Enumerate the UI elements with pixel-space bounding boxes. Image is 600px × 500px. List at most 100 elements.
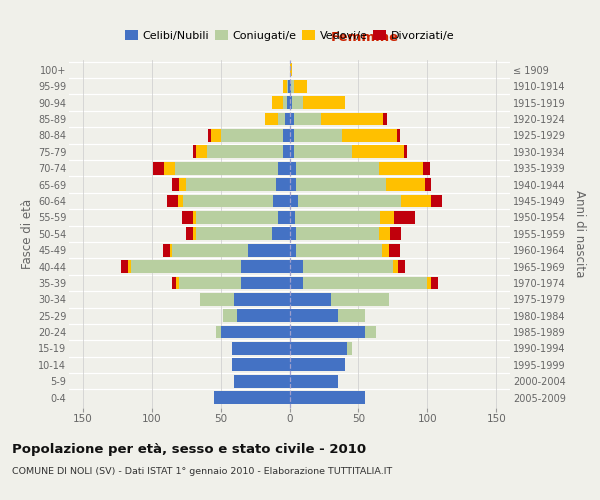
- Bar: [290, 260, 303, 273]
- Bar: [389, 244, 400, 256]
- Bar: [290, 244, 296, 256]
- Bar: [207, 146, 283, 158]
- Bar: [208, 129, 211, 142]
- Bar: [290, 129, 293, 142]
- Bar: [272, 96, 283, 109]
- Bar: [290, 358, 344, 372]
- Y-axis label: Fasce di età: Fasce di età: [20, 198, 34, 269]
- Bar: [248, 244, 290, 256]
- Bar: [153, 162, 164, 174]
- Bar: [296, 178, 386, 191]
- Bar: [121, 260, 128, 273]
- Bar: [383, 112, 388, 126]
- Bar: [293, 129, 342, 142]
- Bar: [380, 211, 394, 224]
- Y-axis label: Anni di nascita: Anni di nascita: [572, 190, 586, 278]
- Bar: [386, 178, 425, 191]
- Bar: [401, 194, 431, 207]
- Bar: [431, 276, 439, 289]
- Bar: [379, 162, 423, 174]
- Bar: [265, 112, 278, 126]
- Bar: [290, 64, 292, 76]
- Bar: [182, 211, 193, 224]
- Bar: [128, 260, 131, 273]
- Bar: [365, 326, 376, 338]
- Bar: [214, 392, 290, 404]
- Bar: [298, 194, 401, 207]
- Bar: [272, 228, 290, 240]
- Bar: [293, 80, 307, 92]
- Bar: [283, 146, 290, 158]
- Bar: [211, 129, 221, 142]
- Bar: [286, 112, 290, 126]
- Bar: [193, 228, 196, 240]
- Bar: [338, 310, 365, 322]
- Bar: [379, 228, 390, 240]
- Bar: [382, 244, 389, 256]
- Bar: [427, 276, 431, 289]
- Bar: [303, 260, 393, 273]
- Bar: [217, 326, 221, 338]
- Bar: [172, 178, 179, 191]
- Bar: [290, 178, 296, 191]
- Bar: [296, 228, 379, 240]
- Bar: [273, 194, 290, 207]
- Bar: [276, 178, 290, 191]
- Bar: [290, 342, 347, 355]
- Text: Popolazione per età, sesso e stato civile - 2010: Popolazione per età, sesso e stato civil…: [12, 442, 366, 456]
- Bar: [186, 178, 276, 191]
- Bar: [167, 194, 178, 207]
- Bar: [291, 80, 293, 92]
- Bar: [290, 162, 296, 174]
- Bar: [287, 80, 288, 92]
- Bar: [241, 276, 290, 289]
- Bar: [425, 178, 431, 191]
- Bar: [232, 342, 290, 355]
- Bar: [193, 146, 196, 158]
- Legend: Celibi/Nubili, Coniugati/e, Vedovi/e, Divorziati/e: Celibi/Nubili, Coniugati/e, Vedovi/e, Di…: [120, 26, 459, 46]
- Bar: [303, 276, 427, 289]
- Bar: [283, 129, 290, 142]
- Bar: [288, 80, 290, 92]
- Bar: [221, 326, 290, 338]
- Bar: [390, 228, 401, 240]
- Bar: [290, 146, 293, 158]
- Bar: [196, 146, 207, 158]
- Bar: [290, 211, 295, 224]
- Bar: [221, 129, 283, 142]
- Bar: [398, 260, 405, 273]
- Bar: [196, 228, 272, 240]
- Bar: [290, 375, 338, 388]
- Bar: [331, 293, 389, 306]
- Bar: [394, 211, 415, 224]
- Bar: [131, 260, 241, 273]
- Bar: [295, 211, 380, 224]
- Bar: [290, 112, 293, 126]
- Bar: [235, 375, 290, 388]
- Bar: [232, 358, 290, 372]
- Bar: [293, 146, 352, 158]
- Bar: [290, 310, 338, 322]
- Bar: [393, 260, 398, 273]
- Bar: [172, 244, 248, 256]
- Bar: [278, 211, 290, 224]
- Bar: [175, 162, 278, 174]
- Bar: [397, 129, 400, 142]
- Bar: [283, 96, 287, 109]
- Bar: [293, 112, 321, 126]
- Bar: [342, 129, 397, 142]
- Bar: [200, 293, 235, 306]
- Bar: [287, 96, 290, 109]
- Bar: [283, 80, 287, 92]
- Bar: [290, 194, 298, 207]
- Bar: [290, 228, 296, 240]
- Bar: [237, 310, 290, 322]
- Bar: [423, 162, 430, 174]
- Bar: [170, 244, 172, 256]
- Bar: [196, 211, 278, 224]
- Bar: [404, 146, 407, 158]
- Text: COMUNE DI NOLI (SV) - Dati ISTAT 1° gennaio 2010 - Elaborazione TUTTITALIA.IT: COMUNE DI NOLI (SV) - Dati ISTAT 1° genn…: [12, 468, 392, 476]
- Bar: [223, 310, 237, 322]
- Bar: [296, 162, 379, 174]
- Text: Femmine: Femmine: [331, 32, 398, 44]
